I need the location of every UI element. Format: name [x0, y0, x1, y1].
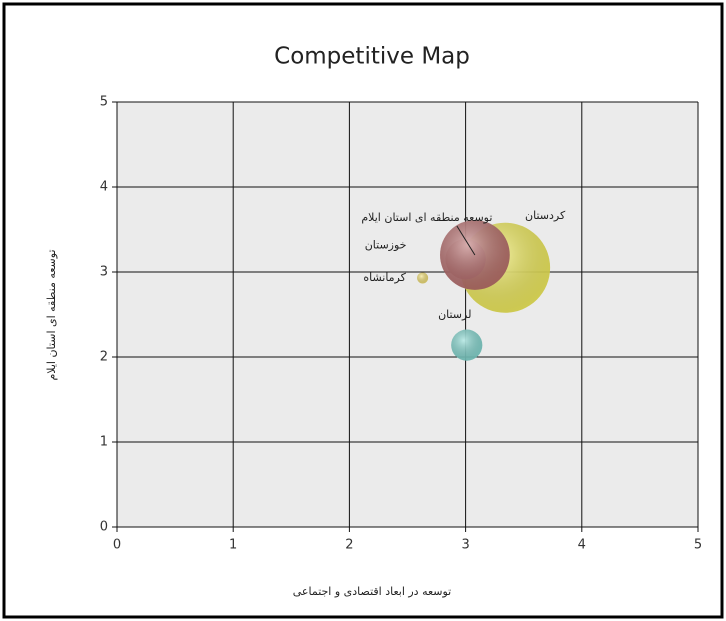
y-tick-label: 3	[100, 265, 108, 280]
y-tick-label: 4	[100, 180, 108, 195]
x-axis-title: توسعه در ابعاد اقتصادی و اجتماعی	[293, 585, 452, 598]
label-leader	[456, 225, 476, 256]
y-axis-title: توسعه منطقه ای استان ایلام	[45, 249, 58, 380]
x-tick-label: 3	[461, 538, 469, 553]
bubble-shade	[417, 272, 429, 284]
bubble-shade	[451, 329, 483, 361]
bubble-label: لرستان	[438, 308, 471, 321]
x-tick-label: 2	[345, 538, 353, 553]
bubble-label: توسعه منطقه ای استان ایلام	[361, 211, 492, 224]
chart-title: Competitive Map	[274, 44, 470, 70]
y-tick-label: 1	[100, 435, 108, 450]
bubble-label: خوزستان	[365, 238, 407, 251]
y-tick-label: 5	[100, 95, 108, 110]
plot-area	[117, 102, 698, 527]
x-tick-label: 4	[578, 538, 586, 553]
bubble-shade	[440, 220, 510, 290]
x-tick-label: 1	[229, 538, 237, 553]
x-tick-label: 0	[113, 538, 121, 553]
x-tick-label: 5	[694, 538, 702, 553]
y-tick-label: 2	[100, 350, 108, 365]
y-tick-label: 0	[100, 520, 108, 535]
bubble-label: کرمانشاه	[363, 271, 406, 284]
bubble-label: کردستان	[525, 209, 566, 222]
